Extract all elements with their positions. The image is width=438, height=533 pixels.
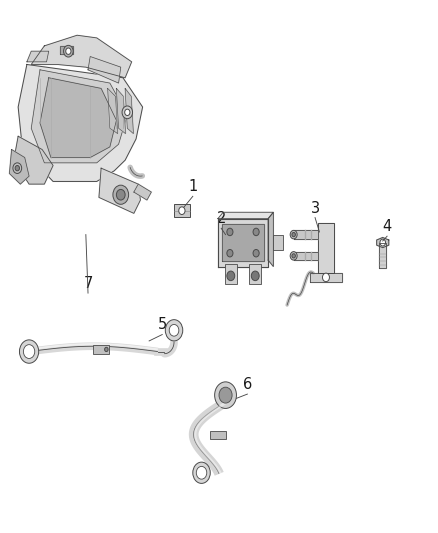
Circle shape	[105, 348, 108, 352]
Polygon shape	[10, 150, 29, 184]
Polygon shape	[40, 78, 117, 158]
Circle shape	[169, 325, 179, 336]
Polygon shape	[293, 252, 318, 260]
Bar	[225, 264, 237, 284]
Bar	[249, 264, 261, 284]
Polygon shape	[218, 212, 273, 219]
Text: 1: 1	[188, 179, 198, 194]
Circle shape	[165, 320, 183, 341]
Circle shape	[227, 271, 235, 281]
Polygon shape	[14, 136, 53, 184]
Polygon shape	[108, 88, 118, 134]
Text: 4: 4	[382, 219, 392, 234]
Circle shape	[64, 45, 73, 57]
Text: 6: 6	[243, 377, 252, 392]
Circle shape	[292, 254, 295, 258]
Circle shape	[251, 271, 259, 281]
Circle shape	[253, 228, 259, 236]
Polygon shape	[27, 51, 49, 62]
Circle shape	[215, 382, 237, 408]
Circle shape	[290, 252, 297, 260]
Circle shape	[193, 462, 210, 483]
Polygon shape	[268, 212, 273, 266]
Circle shape	[290, 230, 297, 239]
Circle shape	[179, 207, 185, 214]
Text: 7: 7	[83, 276, 93, 291]
Circle shape	[380, 239, 385, 246]
Circle shape	[219, 387, 232, 403]
Polygon shape	[88, 56, 121, 83]
Circle shape	[292, 232, 295, 237]
Circle shape	[117, 189, 125, 200]
Polygon shape	[293, 230, 318, 239]
Polygon shape	[379, 243, 386, 268]
Polygon shape	[134, 184, 151, 200]
Polygon shape	[117, 88, 126, 134]
Bar	[273, 235, 283, 250]
Bar	[210, 431, 226, 439]
Polygon shape	[125, 88, 134, 134]
Circle shape	[125, 109, 130, 116]
Polygon shape	[318, 223, 334, 273]
Circle shape	[13, 163, 21, 173]
Text: 5: 5	[158, 318, 167, 333]
Bar	[174, 204, 190, 217]
Circle shape	[66, 48, 71, 54]
Circle shape	[227, 228, 233, 236]
Text: 3: 3	[311, 200, 320, 215]
Circle shape	[23, 345, 35, 359]
Polygon shape	[218, 219, 268, 266]
Circle shape	[322, 273, 329, 281]
Circle shape	[227, 249, 233, 257]
Circle shape	[196, 466, 207, 479]
Polygon shape	[31, 70, 127, 163]
Circle shape	[122, 106, 133, 119]
Text: 2: 2	[216, 211, 226, 226]
Polygon shape	[31, 35, 132, 78]
Bar	[93, 345, 109, 354]
Circle shape	[15, 165, 19, 171]
Polygon shape	[99, 168, 141, 213]
Polygon shape	[377, 238, 389, 248]
Circle shape	[253, 249, 259, 257]
Polygon shape	[18, 64, 143, 181]
Circle shape	[19, 340, 39, 364]
Polygon shape	[60, 46, 73, 54]
Polygon shape	[310, 273, 343, 281]
Circle shape	[113, 185, 129, 204]
Polygon shape	[222, 224, 264, 261]
